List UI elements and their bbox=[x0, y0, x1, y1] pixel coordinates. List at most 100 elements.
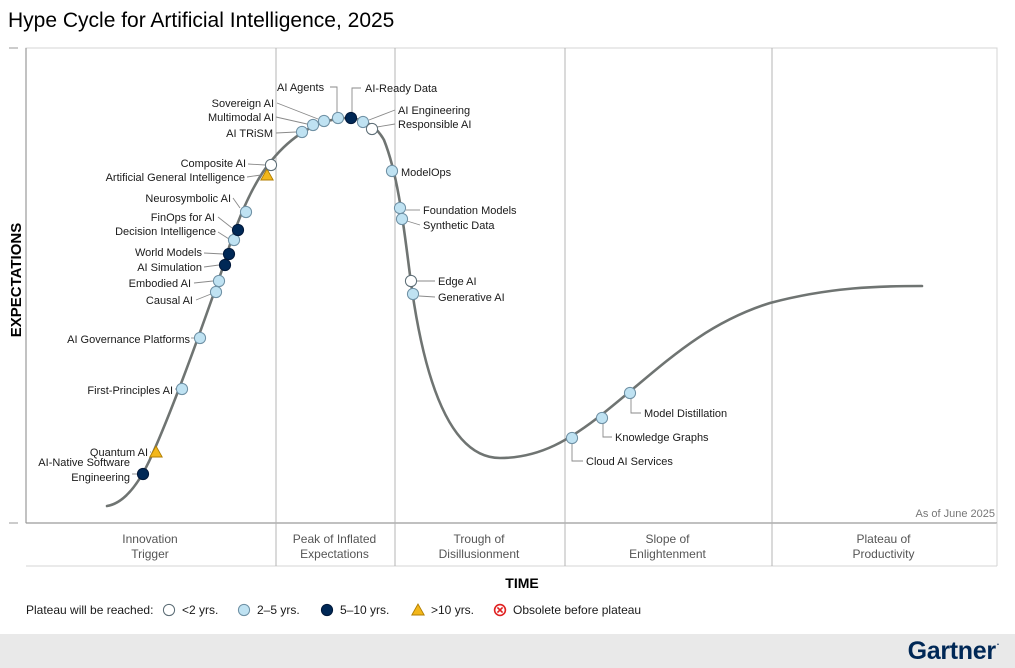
legend-label-2to5: 2–5 yrs. bbox=[257, 603, 300, 617]
phase-label-slope-of-enlightenment-line2: Enlightenment bbox=[629, 547, 706, 561]
marker-model-distillation bbox=[623, 386, 637, 400]
marker-generative-ai bbox=[406, 287, 420, 301]
label-quantum-ai: Quantum AI bbox=[90, 447, 148, 459]
marker-layer bbox=[136, 111, 637, 617]
label-causal-ai: Causal AI bbox=[146, 295, 193, 307]
marker-neurosymbolic-ai bbox=[239, 205, 253, 219]
label-multimodal-ai: Multimodal AI bbox=[208, 112, 274, 124]
legend-label-obsolete: Obsolete before plateau bbox=[513, 603, 641, 617]
leader-line-sovereign-ai bbox=[276, 102, 319, 120]
leader-line-artificial-general-intelligence bbox=[246, 174, 262, 178]
leader-line-knowledge-graphs bbox=[602, 424, 612, 438]
chart-frame bbox=[9, 47, 998, 567]
label-foundation-models: Foundation Models bbox=[423, 205, 517, 217]
marker-edge-ai bbox=[404, 274, 418, 288]
label-cloud-ai-services: Cloud AI Services bbox=[586, 456, 673, 468]
marker-composite-ai bbox=[264, 158, 278, 172]
label-ai-governance-platforms: AI Governance Platforms bbox=[67, 334, 190, 346]
leader-line-ai-agents bbox=[330, 86, 338, 112]
phase-label-slope-of-enlightenment-line1: Slope of bbox=[645, 532, 690, 546]
leader-line-causal-ai bbox=[195, 293, 212, 301]
marker-modelops bbox=[385, 164, 399, 178]
leader-line-composite-ai bbox=[247, 163, 266, 166]
marker-sovereign-ai bbox=[317, 114, 331, 128]
footer-band: Gartner. bbox=[0, 634, 1015, 668]
label-ai-native-software-engineering: AI-Native Software Engineering bbox=[38, 457, 130, 484]
label-artificial-general-intelligence: Artificial General Intelligence bbox=[106, 172, 245, 184]
label-generative-ai: Generative AI bbox=[438, 292, 505, 304]
navy-circle-icon bbox=[320, 603, 334, 617]
leader-line-decision-intelligence bbox=[217, 231, 230, 240]
label-ai-agents: AI Agents bbox=[277, 82, 325, 94]
hype-curve bbox=[105, 116, 924, 508]
phase-label-innovation-trigger-line1: Innovation bbox=[122, 532, 177, 546]
marker-finops-for-ai bbox=[231, 223, 245, 237]
marker-ai-engineering bbox=[356, 115, 370, 129]
marker-responsible-ai bbox=[365, 122, 379, 136]
phase-label-peak-of-inflated-expectations-line2: Expectations bbox=[300, 547, 369, 561]
phase-label-trough-of-disillusionment-line1: Trough of bbox=[454, 532, 506, 546]
leader-line-responsible-ai bbox=[376, 123, 396, 128]
marker-foundation-models bbox=[393, 201, 407, 215]
label-embodied-ai: Embodied AI bbox=[129, 278, 191, 290]
phase-label-plateau-of-productivity-line1: Plateau of bbox=[856, 532, 911, 546]
leader-line-finops-for-ai bbox=[217, 216, 233, 229]
marker-ai-agents bbox=[331, 111, 345, 125]
label-ai-trism: AI TRiSM bbox=[226, 128, 273, 140]
leader-line-synthetic-data bbox=[406, 220, 421, 226]
white-circle-icon bbox=[162, 603, 176, 617]
label-ai-simulation: AI Simulation bbox=[137, 262, 202, 274]
label-neurosymbolic-ai: Neurosymbolic AI bbox=[145, 193, 231, 205]
leader-line-model-distillation bbox=[630, 399, 641, 414]
marker-artificial-general-intelligence bbox=[260, 168, 274, 181]
leader-line-embodied-ai bbox=[193, 280, 214, 284]
marker-multimodal-ai bbox=[306, 118, 320, 132]
legend-label-gt10: >10 yrs. bbox=[431, 603, 474, 617]
hype-curve-layer bbox=[105, 86, 924, 508]
label-synthetic-data: Synthetic Data bbox=[423, 220, 495, 232]
label-ai-engineering: AI Engineering bbox=[398, 105, 470, 117]
label-decision-intelligence: Decision Intelligence bbox=[115, 226, 216, 238]
legend-label-5to10: 5–10 yrs. bbox=[340, 603, 389, 617]
label-ai-ready-data: AI-Ready Data bbox=[365, 83, 438, 95]
leader-line-multimodal-ai bbox=[275, 116, 308, 125]
label-finops-for-ai: FinOps for AI bbox=[151, 212, 215, 224]
marker-cloud-ai-services bbox=[565, 431, 579, 445]
marker-ai-native-software-engineering bbox=[136, 467, 150, 481]
leader-line-ai-simulation bbox=[203, 264, 220, 268]
phase-label-plateau-of-productivity-line2: Productivity bbox=[852, 547, 914, 561]
y-axis-label: EXPECTATIONS bbox=[8, 223, 25, 337]
leader-line-ai-trism bbox=[275, 131, 297, 134]
marker-ai-trism bbox=[295, 125, 309, 139]
marker-quantum-ai bbox=[149, 445, 163, 458]
yellow-triangle-icon bbox=[411, 603, 425, 616]
x-axis-label: TIME bbox=[505, 575, 538, 591]
label-composite-ai: Composite AI bbox=[181, 158, 246, 170]
marker-ai-ready-data bbox=[344, 111, 358, 125]
label-sovereign-ai: Sovereign AI bbox=[212, 98, 274, 110]
page-title: Hype Cycle for Artificial Intelligence, … bbox=[8, 9, 395, 32]
label-responsible-ai: Responsible AI bbox=[398, 119, 471, 131]
light-blue-circle-icon bbox=[237, 603, 251, 617]
label-model-distillation: Model Distillation bbox=[644, 408, 727, 420]
phase-label-innovation-trigger-line2: Trigger bbox=[131, 547, 169, 561]
marker-embodied-ai bbox=[212, 274, 226, 288]
marker-knowledge-graphs bbox=[595, 411, 609, 425]
red-x-circle-icon bbox=[493, 603, 507, 617]
label-knowledge-graphs: Knowledge Graphs bbox=[615, 432, 709, 444]
marker-synthetic-data bbox=[395, 212, 409, 226]
legend-title: Plateau will be reached: bbox=[26, 603, 153, 617]
leader-line-cloud-ai-services bbox=[571, 444, 583, 462]
leader-line-ai-ready-data bbox=[351, 87, 361, 112]
gartner-logo: Gartner. bbox=[907, 637, 1000, 665]
leader-line-ai-engineering bbox=[368, 109, 396, 121]
marker-first-principles-ai bbox=[175, 382, 189, 396]
label-first-principles-ai: First-Principles AI bbox=[87, 385, 173, 397]
phase-label-trough-of-disillusionment-line2: Disillusionment bbox=[439, 547, 520, 561]
label-world-models: World Models bbox=[135, 247, 203, 259]
marker-ai-simulation bbox=[218, 258, 232, 272]
leader-line-generative-ai bbox=[418, 295, 436, 298]
label-edge-ai: Edge AI bbox=[438, 276, 477, 288]
